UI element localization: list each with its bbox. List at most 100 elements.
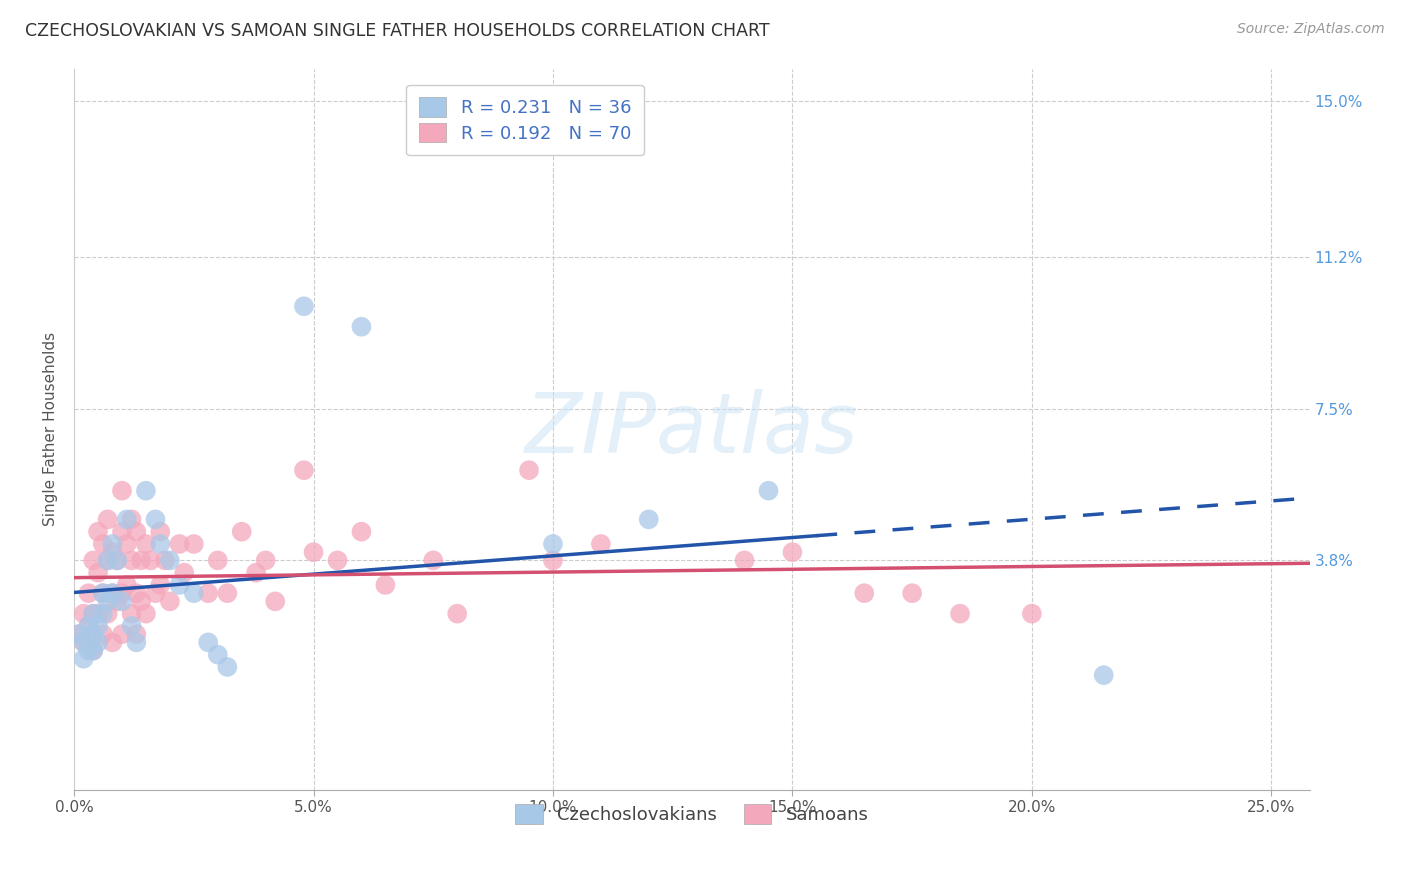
Point [121, 607, 143, 621]
Point [446, 607, 468, 621]
Point [97, 594, 120, 608]
Point [91, 586, 114, 600]
Point [350, 319, 373, 334]
Point [97, 607, 120, 621]
Point [517, 463, 540, 477]
Point [589, 537, 612, 551]
Point [173, 566, 195, 580]
Point [169, 578, 191, 592]
Point [77, 619, 100, 633]
Point [637, 512, 659, 526]
Point [292, 463, 315, 477]
Point [115, 512, 138, 526]
Point [135, 537, 157, 551]
Point [82, 607, 104, 621]
Point [125, 524, 148, 539]
Point [125, 586, 148, 600]
Point [77, 586, 100, 600]
Point [87, 619, 110, 633]
Point [183, 537, 205, 551]
Point [77, 643, 100, 657]
Point [541, 537, 564, 551]
Point [82, 553, 104, 567]
Point [67, 627, 90, 641]
Point [121, 619, 143, 633]
Legend: Czechoslovakians, Samoans: Czechoslovakians, Samoans [505, 794, 879, 835]
Point [121, 512, 143, 526]
Point [111, 594, 134, 608]
Point [901, 586, 924, 600]
Point [350, 524, 373, 539]
Point [231, 524, 253, 539]
Point [1092, 668, 1115, 682]
Point [101, 537, 124, 551]
Text: ZIPatlas: ZIPatlas [524, 389, 859, 470]
Point [949, 607, 972, 621]
Point [101, 545, 124, 559]
Point [197, 635, 219, 649]
Point [145, 586, 167, 600]
Point [111, 483, 134, 498]
Point [217, 586, 239, 600]
Point [422, 553, 444, 567]
Point [91, 537, 114, 551]
Text: CZECHOSLOVAKIAN VS SAMOAN SINGLE FATHER HOUSEHOLDS CORRELATION CHART: CZECHOSLOVAKIAN VS SAMOAN SINGLE FATHER … [25, 22, 770, 40]
Point [217, 660, 239, 674]
Point [111, 586, 134, 600]
Point [1021, 607, 1043, 621]
Point [105, 553, 128, 567]
Point [245, 566, 267, 580]
Point [139, 553, 162, 567]
Point [73, 635, 96, 649]
Text: Source: ZipAtlas.com: Source: ZipAtlas.com [1237, 22, 1385, 37]
Point [135, 483, 157, 498]
Point [101, 635, 124, 649]
Point [121, 553, 143, 567]
Point [149, 578, 172, 592]
Point [541, 553, 564, 567]
Point [105, 553, 128, 567]
Point [73, 607, 96, 621]
Point [149, 537, 172, 551]
Point [87, 635, 110, 649]
Point [374, 578, 396, 592]
Point [302, 545, 325, 559]
Point [82, 627, 104, 641]
Point [149, 524, 172, 539]
Point [91, 607, 114, 621]
Point [101, 586, 124, 600]
Point [135, 607, 157, 621]
Point [115, 537, 138, 551]
Point [77, 619, 100, 633]
Point [782, 545, 804, 559]
Point [197, 586, 219, 600]
Point [758, 483, 780, 498]
Point [326, 553, 349, 567]
Point [145, 512, 167, 526]
Point [91, 627, 114, 641]
Point [115, 578, 138, 592]
Point [129, 594, 152, 608]
Point [129, 553, 152, 567]
Point [73, 635, 96, 649]
Point [159, 553, 181, 567]
Point [111, 627, 134, 641]
Point [82, 607, 104, 621]
Y-axis label: Single Father Households: Single Father Households [44, 332, 58, 526]
Point [125, 627, 148, 641]
Point [264, 594, 287, 608]
Point [105, 594, 128, 608]
Point [87, 524, 110, 539]
Point [169, 537, 191, 551]
Point [82, 643, 104, 657]
Point [153, 553, 176, 567]
Point [734, 553, 756, 567]
Point [159, 594, 181, 608]
Point [111, 524, 134, 539]
Point [853, 586, 876, 600]
Point [207, 648, 229, 662]
Point [97, 553, 120, 567]
Point [207, 553, 229, 567]
Point [97, 553, 120, 567]
Point [87, 607, 110, 621]
